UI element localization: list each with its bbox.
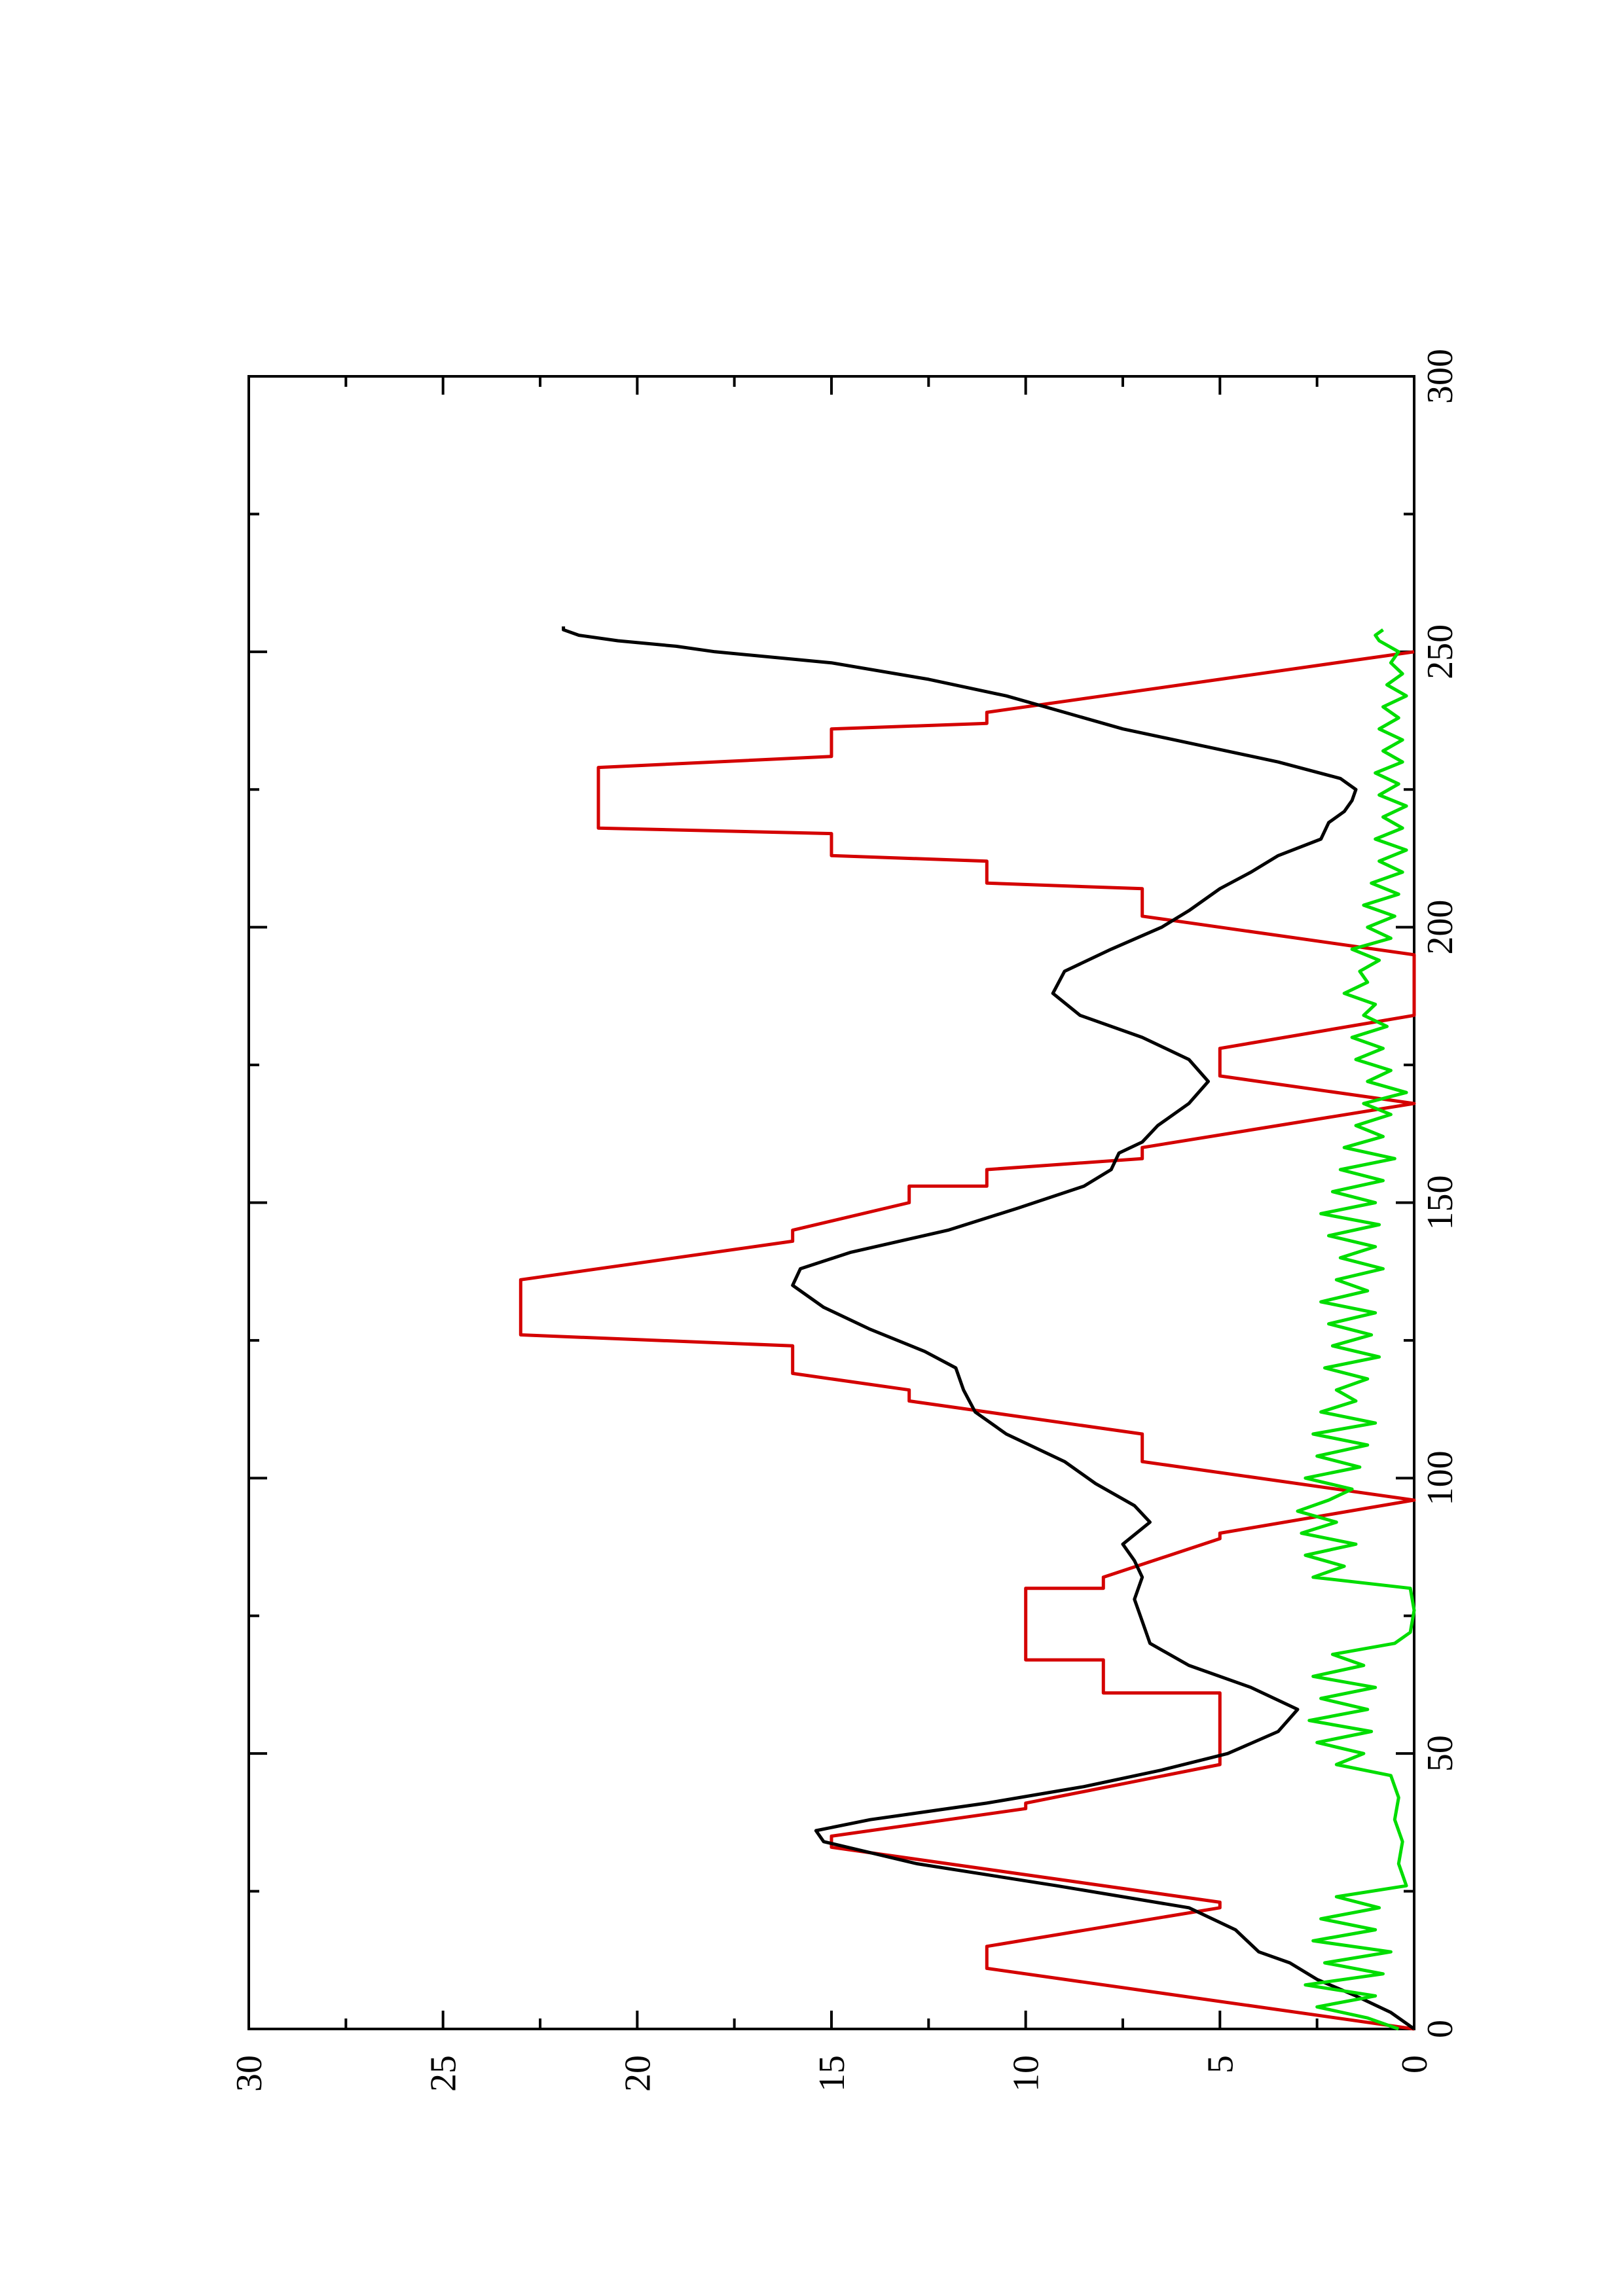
y-tick-label: 0 <box>1395 2055 1435 2073</box>
y-tick-label: 30 <box>229 2055 270 2092</box>
y-tick-labels: 0 5 10 15 20 25 30 <box>229 2055 1435 2092</box>
x-tick-labels: 0 50 100 150 200 250 300 <box>1420 349 1461 2038</box>
x-tick-label: 0 <box>1420 2020 1461 2038</box>
x-tick-label: 50 <box>1420 1735 1461 1772</box>
series-group <box>519 626 1416 2031</box>
x-tick-label: 100 <box>1420 1450 1461 1505</box>
y-tick-label: 25 <box>424 2055 464 2092</box>
axis-ticks <box>247 375 1415 2030</box>
y-tick-label: 15 <box>812 2055 852 2092</box>
series-line-3 <box>1296 628 1416 2031</box>
x-tick-label: 250 <box>1420 624 1461 679</box>
series-line-1 <box>519 650 1416 2031</box>
y-tick-label: 10 <box>1006 2055 1047 2092</box>
y-tick-label: 5 <box>1200 2055 1241 2073</box>
plot-frame <box>247 375 1415 2030</box>
series-line-2 <box>562 626 1415 2031</box>
x-tick-label: 300 <box>1420 349 1461 404</box>
y-tick-label: 20 <box>617 2055 658 2092</box>
x-tick-label: 150 <box>1420 1175 1461 1230</box>
x-tick-label: 200 <box>1420 900 1461 955</box>
